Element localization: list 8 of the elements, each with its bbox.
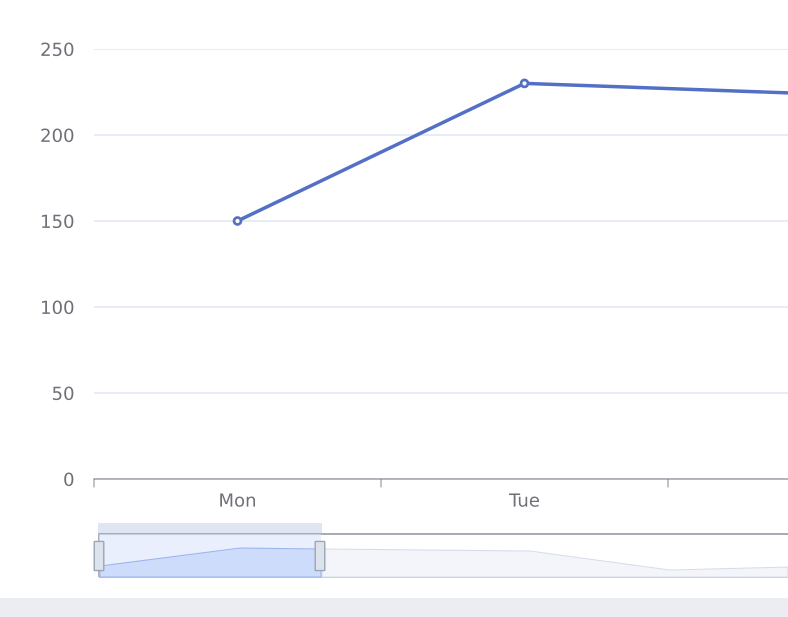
x-tick-label: Mon: [220, 493, 255, 507]
y-tick-label: 0: [64, 472, 74, 486]
x-tick-label: Tue: [509, 493, 539, 507]
y-tick-label: 100: [42, 300, 74, 314]
y-tick-label: 50: [52, 386, 74, 400]
y-tick-label: 150: [42, 214, 74, 228]
y-tick-label: 250: [41, 42, 74, 56]
y-tick-label: 200: [41, 128, 74, 142]
